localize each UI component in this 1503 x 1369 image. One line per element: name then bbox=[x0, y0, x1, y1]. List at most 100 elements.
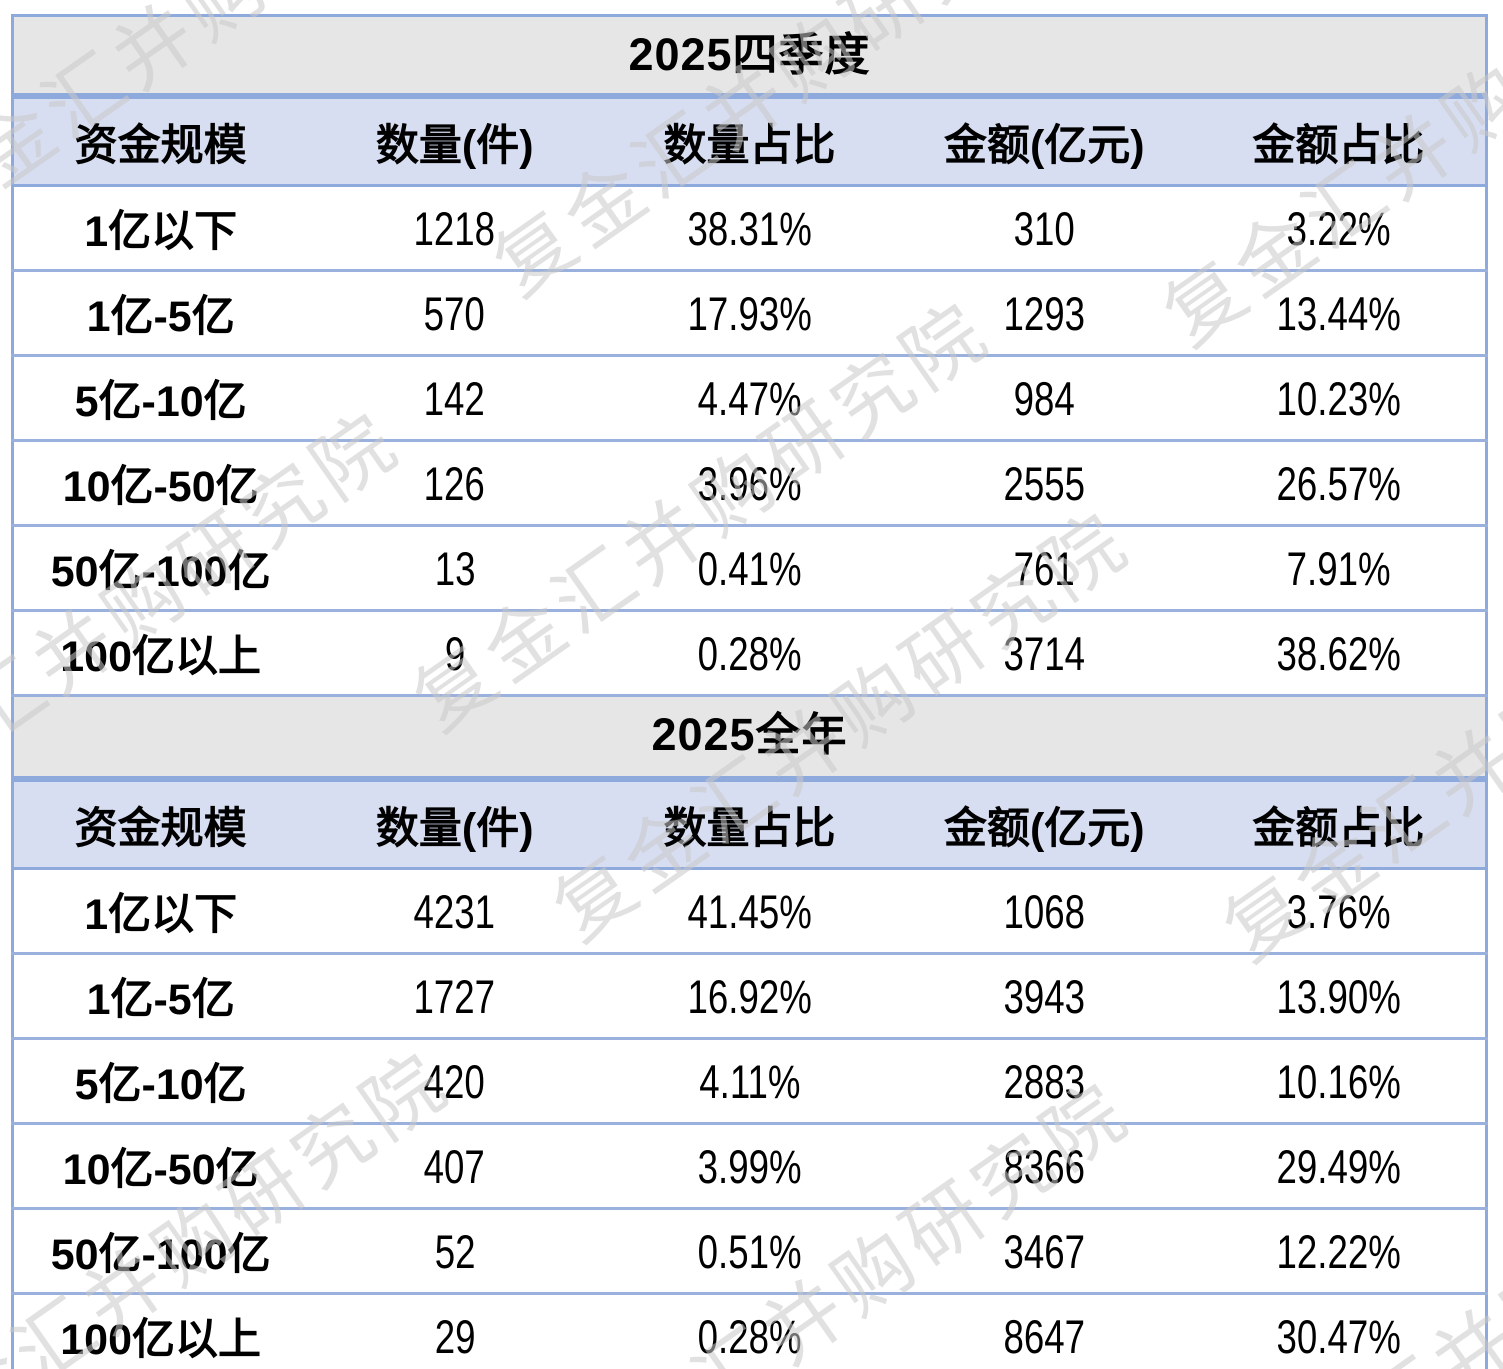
column-header: 数量占比 bbox=[602, 96, 897, 187]
cell-value: 761 bbox=[896, 525, 1192, 612]
column-header: 资金规模 bbox=[12, 96, 308, 187]
header-row: 资金规模 数量(件) 数量占比 金额(亿元) 金额占比 bbox=[12, 96, 1487, 187]
cell-value-text: 38.31% bbox=[687, 201, 812, 255]
cell-value: 126 bbox=[307, 440, 603, 527]
cell-value-text: 8366 bbox=[1003, 1139, 1086, 1193]
table-section: 2025全年 资金规模 数量(件) 数量占比 金额(亿元) 金额占比 1亿以下 4231 41.… bbox=[11, 697, 1488, 1369]
table-row: 10亿-50亿 407 3.99% 8366 29.49% bbox=[12, 1123, 1487, 1210]
table-section: 2025四季度 资金规模 数量(件) 数量占比 金额(亿元) 金额占比 1亿以下 1218 38… bbox=[11, 14, 1488, 697]
cell-value-text: 984 bbox=[1013, 371, 1075, 425]
cell-value-text: 761 bbox=[1013, 541, 1075, 595]
row-label: 50亿-100亿 bbox=[12, 525, 308, 612]
cell-value-text: 3714 bbox=[1003, 626, 1086, 680]
cell-value: 1068 bbox=[896, 868, 1192, 955]
cell-value: 142 bbox=[307, 355, 603, 442]
table-row: 100亿以上 9 0.28% 3714 38.62% bbox=[12, 610, 1487, 697]
table-row: 1亿-5亿 1727 16.92% 3943 13.90% bbox=[12, 953, 1487, 1040]
cell-value: 7.91% bbox=[1191, 525, 1487, 612]
cell-value-text: 0.51% bbox=[697, 1224, 802, 1278]
column-header: 资金规模 bbox=[12, 779, 308, 870]
cell-value-text: 13.90% bbox=[1276, 969, 1401, 1023]
cell-value-text: 4231 bbox=[413, 884, 496, 938]
cell-value: 52 bbox=[307, 1208, 603, 1295]
header-row: 资金规模 数量(件) 数量占比 金额(亿元) 金额占比 bbox=[12, 779, 1487, 870]
cell-value: 407 bbox=[307, 1123, 603, 1210]
cell-value-text: 29 bbox=[434, 1309, 476, 1363]
cell-value-text: 4.47% bbox=[697, 371, 802, 425]
cell-value-text: 30.47% bbox=[1276, 1309, 1401, 1363]
cell-value-text: 2883 bbox=[1003, 1054, 1086, 1108]
cell-value-text: 16.92% bbox=[687, 969, 812, 1023]
cell-value: 0.41% bbox=[602, 525, 897, 612]
column-header: 数量(件) bbox=[307, 96, 603, 187]
cell-value: 41.45% bbox=[602, 868, 897, 955]
cell-value: 3714 bbox=[896, 610, 1192, 697]
cell-value-text: 13 bbox=[434, 541, 476, 595]
table-row: 5亿-10亿 142 4.47% 984 10.23% bbox=[12, 355, 1487, 442]
cell-value: 2883 bbox=[896, 1038, 1192, 1125]
row-label: 100亿以上 bbox=[12, 610, 308, 697]
column-header: 数量占比 bbox=[602, 779, 897, 870]
row-label: 10亿-50亿 bbox=[12, 440, 308, 527]
table-row: 1亿-5亿 570 17.93% 1293 13.44% bbox=[12, 270, 1487, 357]
row-label: 100亿以上 bbox=[12, 1293, 308, 1369]
cell-value-text: 1293 bbox=[1003, 286, 1086, 340]
cell-value: 4231 bbox=[307, 868, 603, 955]
cell-value-text: 1727 bbox=[413, 969, 496, 1023]
column-header: 金额(亿元) bbox=[896, 779, 1192, 870]
cell-value: 10.23% bbox=[1191, 355, 1487, 442]
cell-value: 26.57% bbox=[1191, 440, 1487, 527]
cell-value: 2555 bbox=[896, 440, 1192, 527]
cell-value-text: 10.16% bbox=[1276, 1054, 1401, 1108]
cell-value-text: 3.96% bbox=[697, 456, 802, 510]
row-label: 1亿-5亿 bbox=[12, 953, 308, 1040]
column-header: 金额占比 bbox=[1191, 779, 1487, 870]
cell-value-text: 0.28% bbox=[697, 1309, 802, 1363]
table-row: 5亿-10亿 420 4.11% 2883 10.16% bbox=[12, 1038, 1487, 1125]
row-label: 5亿-10亿 bbox=[12, 1038, 308, 1125]
row-label: 1亿以下 bbox=[12, 185, 308, 272]
cell-value: 3467 bbox=[896, 1208, 1192, 1295]
cell-value-text: 2555 bbox=[1003, 456, 1086, 510]
table-row: 10亿-50亿 126 3.96% 2555 26.57% bbox=[12, 440, 1487, 527]
cell-value-text: 26.57% bbox=[1276, 456, 1401, 510]
cell-value: 3.96% bbox=[602, 440, 897, 527]
tables-container: 2025四季度 资金规模 数量(件) 数量占比 金额(亿元) 金额占比 1亿以下 1218 38… bbox=[11, 14, 1488, 1369]
cell-value: 4.47% bbox=[602, 355, 897, 442]
cell-value: 38.62% bbox=[1191, 610, 1487, 697]
cell-value: 29 bbox=[307, 1293, 603, 1369]
cell-value: 984 bbox=[896, 355, 1192, 442]
cell-value: 0.28% bbox=[602, 1293, 897, 1369]
cell-value: 9 bbox=[307, 610, 603, 697]
cell-value: 570 bbox=[307, 270, 603, 357]
cell-value: 13.90% bbox=[1191, 953, 1487, 1040]
cell-value-text: 17.93% bbox=[687, 286, 812, 340]
cell-value-text: 126 bbox=[424, 456, 486, 510]
cell-value-text: 3.99% bbox=[697, 1139, 802, 1193]
row-label: 10亿-50亿 bbox=[12, 1123, 308, 1210]
cell-value-text: 38.62% bbox=[1276, 626, 1401, 680]
cell-value-text: 3.22% bbox=[1286, 201, 1391, 255]
cell-value: 3.76% bbox=[1191, 868, 1487, 955]
cell-value-text: 9 bbox=[444, 626, 465, 680]
data-table: 资金规模 数量(件) 数量占比 金额(亿元) 金额占比 1亿以下 1218 38.31% 310… bbox=[11, 96, 1488, 697]
table-title: 2025全年 bbox=[11, 697, 1488, 779]
cell-value: 1218 bbox=[307, 185, 603, 272]
cell-value: 10.16% bbox=[1191, 1038, 1487, 1125]
cell-value-text: 1068 bbox=[1003, 884, 1086, 938]
cell-value-text: 407 bbox=[424, 1139, 486, 1193]
cell-value: 30.47% bbox=[1191, 1293, 1487, 1369]
cell-value-text: 52 bbox=[434, 1224, 476, 1278]
cell-value: 3.99% bbox=[602, 1123, 897, 1210]
cell-value-text: 142 bbox=[424, 371, 486, 425]
cell-value: 12.22% bbox=[1191, 1208, 1487, 1295]
column-header: 数量(件) bbox=[307, 779, 603, 870]
cell-value-text: 4.11% bbox=[698, 1054, 801, 1108]
cell-value: 16.92% bbox=[602, 953, 897, 1040]
cell-value: 0.51% bbox=[602, 1208, 897, 1295]
cell-value-text: 3.76% bbox=[1286, 884, 1391, 938]
cell-value: 17.93% bbox=[602, 270, 897, 357]
cell-value: 3943 bbox=[896, 953, 1192, 1040]
cell-value-text: 41.45% bbox=[687, 884, 812, 938]
